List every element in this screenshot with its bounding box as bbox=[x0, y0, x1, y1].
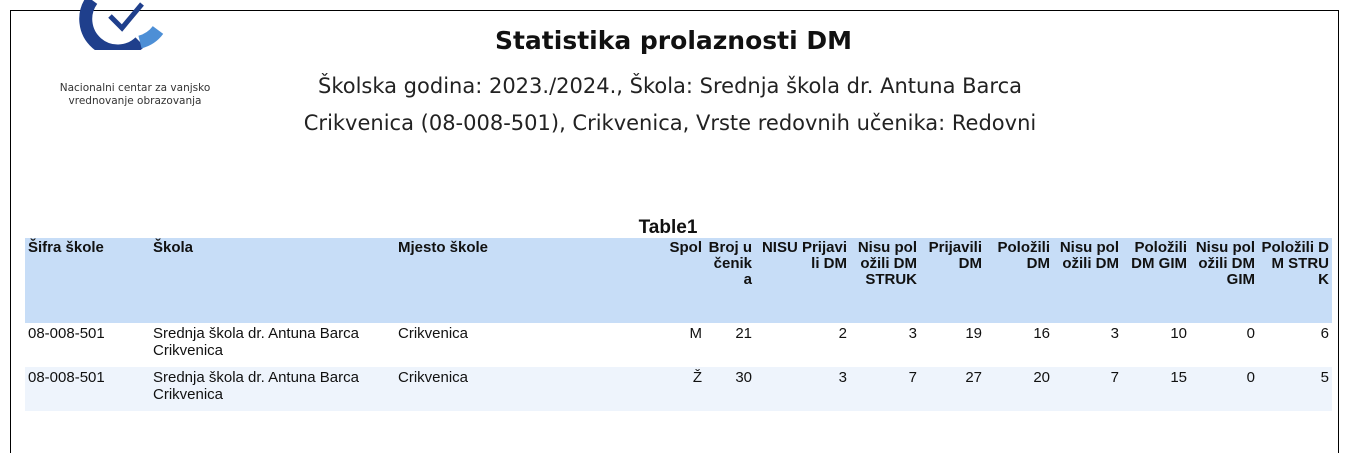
table-cell: 19 bbox=[965, 325, 982, 342]
column-header: Broj učenika bbox=[705, 238, 755, 323]
table-row: 08-008-501 Srednja škola dr. Antuna Barca… bbox=[25, 323, 1332, 367]
table-cell: 20 bbox=[985, 367, 1053, 411]
logo bbox=[79, 0, 164, 50]
table-cell: Ž bbox=[620, 367, 705, 411]
data-table: Šifra škole Škola Mjesto škole Spol Broj uče… bbox=[25, 238, 1332, 411]
table-cell: 0 bbox=[1190, 367, 1258, 411]
column-header: Prijavili DM bbox=[920, 238, 985, 323]
subtitle-line: Crikvenica (08-008-501), Crikvenica, Vrs… bbox=[303, 111, 1037, 135]
table-cell: 7 bbox=[850, 367, 920, 411]
table-cell: 3 bbox=[908, 325, 917, 342]
table-cell: 6 bbox=[1320, 325, 1329, 342]
table-cell: 21 bbox=[735, 325, 752, 342]
org-name: Nacionalni centar za vanjsko vrednovanje… bbox=[20, 82, 250, 108]
column-header: NISU Prijavili DM bbox=[755, 238, 850, 323]
column-header: Položili DM bbox=[985, 238, 1053, 323]
subtitle-line: Školska godina: 2023./2024., Škola: Sred… bbox=[317, 74, 1023, 98]
logo-check bbox=[108, 2, 144, 32]
header-row: Šifra škole Škola Mjesto škole Spol Broj uče… bbox=[25, 238, 1332, 323]
table-cell: 15 bbox=[1122, 367, 1190, 411]
logo-arc-end bbox=[138, 25, 164, 49]
org-line: vrednovanje obrazovanja bbox=[68, 95, 202, 107]
table-cell: 2 bbox=[838, 325, 847, 342]
column-header: Nisu položili DM STRUK bbox=[850, 238, 920, 323]
table-cell: 3 bbox=[1110, 325, 1119, 342]
table-cell: 08-008-501 bbox=[25, 367, 150, 411]
table-cell: 3 bbox=[755, 367, 850, 411]
column-header: Položili DM STRUK bbox=[1258, 238, 1332, 323]
table-row: 08-008-501 Srednja škola dr. Antuna Barca… bbox=[25, 367, 1332, 411]
logo-arc bbox=[79, 0, 145, 50]
table-cell: 08-008-501 bbox=[28, 325, 105, 342]
column-header: Šifra škole bbox=[25, 238, 150, 323]
table-cell: Crikvenica bbox=[398, 325, 469, 342]
table-cell: Crikvenica bbox=[395, 367, 620, 411]
table-caption: Table1 bbox=[638, 217, 698, 238]
table-cell: 30 bbox=[705, 367, 755, 411]
column-header: Mjesto škole bbox=[395, 238, 620, 323]
table-cell: 0 bbox=[1246, 325, 1255, 342]
table-cell: Srednja škola dr. Antuna Barca Crikvenic… bbox=[150, 367, 395, 411]
column-header: Položili DM GIM bbox=[1122, 238, 1190, 323]
page-frame bbox=[10, 10, 1339, 453]
report-title: Statistika prolaznosti DM bbox=[494, 26, 853, 55]
table-cell: Srednja škola dr. Antuna Barca Crikvenic… bbox=[153, 325, 359, 359]
table-cell: 10 bbox=[1170, 325, 1187, 342]
column-header: Nisu položili DM GIM bbox=[1190, 238, 1258, 323]
column-header: Škola bbox=[150, 238, 395, 323]
table-cell: M bbox=[689, 325, 703, 342]
table-cell: 27 bbox=[920, 367, 985, 411]
column-header: Nisu položili DM bbox=[1053, 238, 1122, 323]
column-header: Spol bbox=[620, 238, 705, 323]
table-cell: 5 bbox=[1258, 367, 1332, 411]
table-cell: 7 bbox=[1053, 367, 1122, 411]
table-cell: 16 bbox=[1033, 325, 1050, 342]
org-line: Nacionalni centar za vanjsko bbox=[59, 82, 211, 94]
